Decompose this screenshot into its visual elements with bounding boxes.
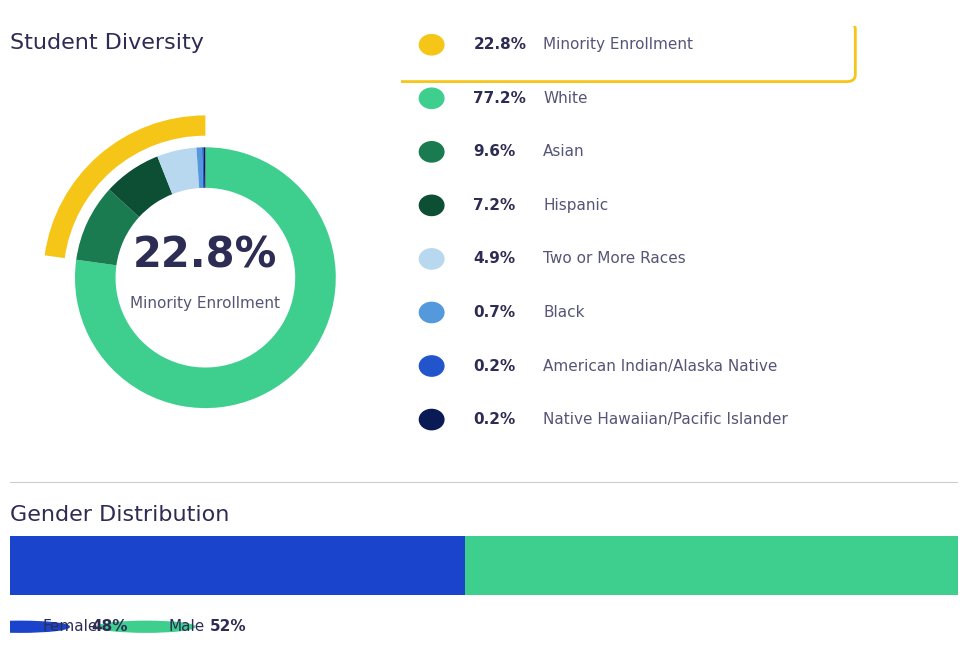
Text: 0.2%: 0.2%	[473, 359, 515, 374]
Text: Student Diversity: Student Diversity	[10, 33, 203, 53]
Text: 4.9%: 4.9%	[473, 251, 515, 266]
Text: Gender Distribution: Gender Distribution	[10, 505, 229, 525]
Wedge shape	[196, 147, 203, 188]
Text: 77.2%: 77.2%	[473, 91, 526, 106]
Text: 0.7%: 0.7%	[473, 305, 515, 320]
Text: 0.2%: 0.2%	[473, 412, 515, 427]
Text: Asian: Asian	[542, 144, 584, 159]
Circle shape	[419, 88, 444, 109]
Text: Hispanic: Hispanic	[542, 198, 608, 213]
Circle shape	[419, 356, 444, 376]
Circle shape	[419, 249, 444, 269]
Text: White: White	[542, 91, 587, 106]
Text: 7.2%: 7.2%	[473, 198, 515, 213]
Text: American Indian/Alaska Native: American Indian/Alaska Native	[542, 359, 777, 374]
Wedge shape	[109, 157, 172, 217]
Wedge shape	[45, 115, 205, 258]
Text: 48%: 48%	[91, 619, 128, 634]
Bar	[465, 536, 957, 595]
Bar	[10, 536, 465, 595]
Text: Minority Enrollment: Minority Enrollment	[130, 296, 280, 311]
Circle shape	[419, 409, 444, 430]
Wedge shape	[203, 147, 205, 188]
Text: Black: Black	[542, 305, 584, 320]
Wedge shape	[75, 147, 335, 408]
Wedge shape	[202, 147, 204, 188]
Text: 52%: 52%	[210, 619, 246, 634]
Wedge shape	[76, 190, 139, 265]
Circle shape	[98, 621, 194, 632]
Text: 9.6%: 9.6%	[473, 144, 515, 159]
Text: 22.8%: 22.8%	[473, 38, 526, 52]
Text: Two or More Races: Two or More Races	[542, 251, 685, 266]
Circle shape	[419, 302, 444, 322]
Text: Native Hawaiian/Pacific Islander: Native Hawaiian/Pacific Islander	[542, 412, 787, 427]
Text: 22.8%: 22.8%	[133, 235, 277, 277]
Circle shape	[419, 141, 444, 162]
Wedge shape	[157, 147, 199, 194]
Circle shape	[419, 195, 444, 216]
Text: Female: Female	[43, 619, 98, 634]
Circle shape	[419, 35, 444, 55]
Circle shape	[0, 621, 69, 632]
Text: Minority Enrollment: Minority Enrollment	[542, 38, 693, 52]
Text: Male: Male	[168, 619, 204, 634]
